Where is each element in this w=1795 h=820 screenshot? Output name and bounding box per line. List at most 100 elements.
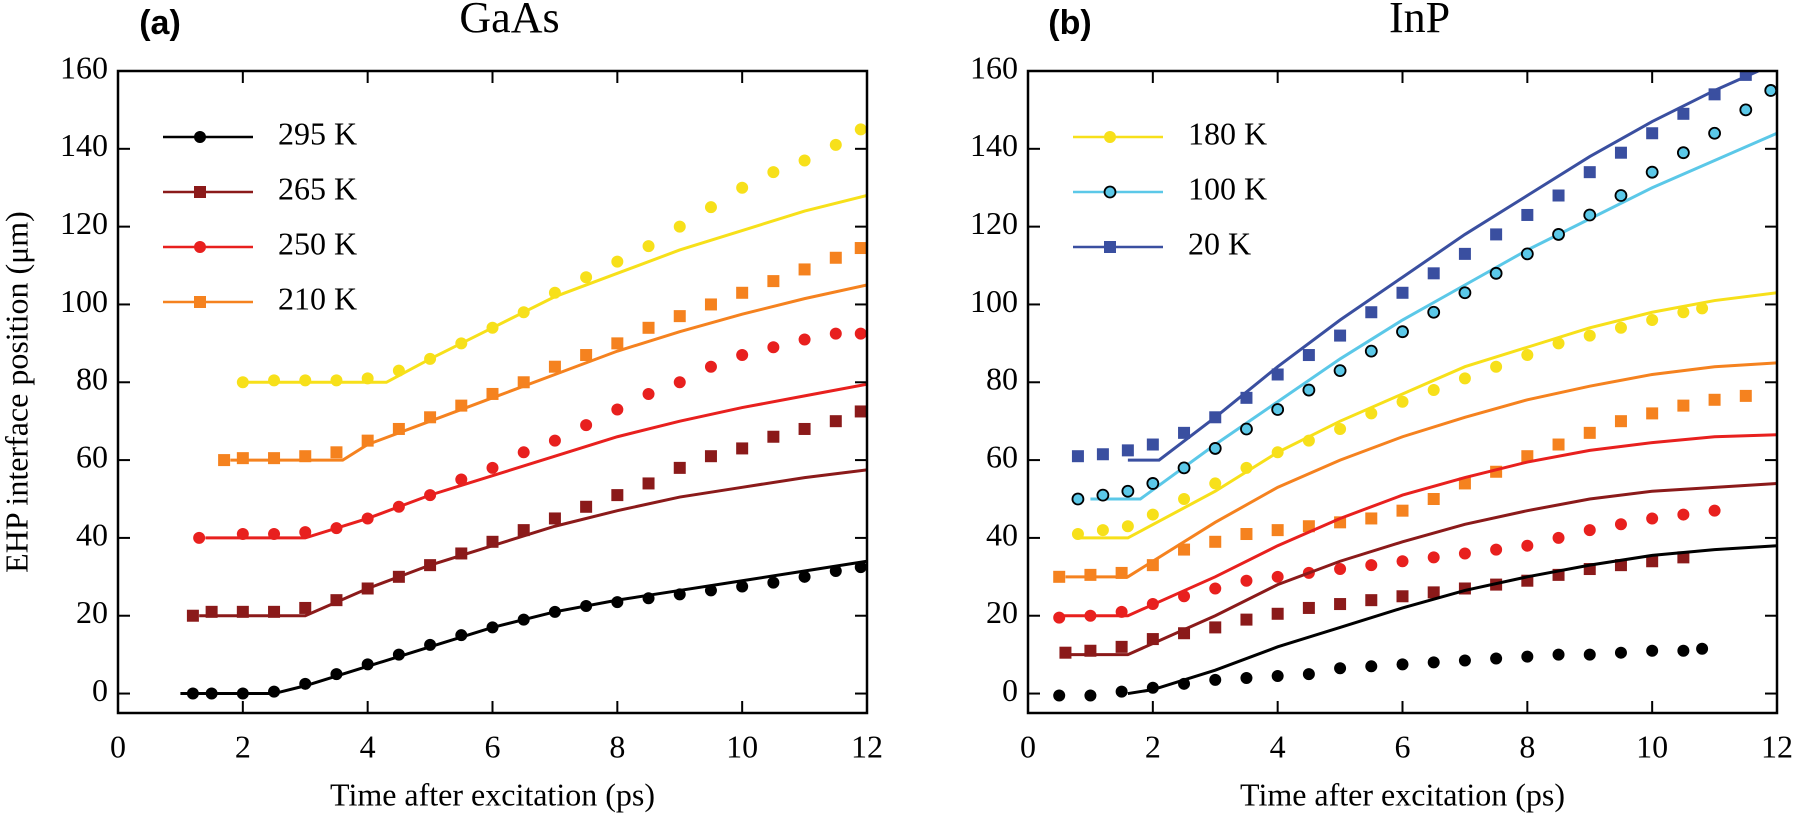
marker-circle [1071,492,1085,506]
marker-square [299,601,312,614]
marker-circle [736,580,749,593]
marker-circle [1427,305,1441,319]
marker-circle [642,240,655,253]
marker-circle [236,376,249,389]
marker-circle [1121,484,1135,498]
marker-square [1209,535,1222,548]
marker-square [486,535,499,548]
marker-circle [1178,493,1191,505]
marker-square [1115,640,1128,653]
marker-square [194,296,206,308]
marker-circle [1583,648,1596,661]
marker-circle [455,473,468,486]
marker-square [1521,574,1534,587]
marker-circle [1396,325,1409,339]
marker-circle [1364,344,1378,358]
marker-square [424,411,437,424]
marker-square [580,349,593,362]
marker-square [330,446,343,459]
y-axis-label: EHP interface position (μm) [0,211,34,573]
marker-circle [1240,422,1253,436]
marker-circle [829,564,842,577]
fit-line [230,283,867,462]
marker-square [767,430,780,443]
marker-circle [611,255,624,268]
marker-square [642,321,655,334]
marker-circle [1096,524,1109,537]
marker-square [1646,407,1659,420]
marker-circle [1084,689,1097,702]
marker-circle [1209,673,1222,686]
marker-square [1121,444,1134,457]
marker-circle [1053,611,1066,624]
marker-square [548,512,561,525]
marker-circle [798,154,811,167]
marker-circle [486,621,499,634]
marker-square [392,422,405,435]
marker-circle [1365,407,1378,420]
marker-circle [486,461,499,474]
marker-circle [299,677,312,690]
marker-circle [1208,442,1222,455]
marker-circle [1096,488,1110,502]
marker-square [1739,389,1752,402]
marker-circle [1115,685,1128,698]
fit-line [1077,291,1777,540]
marker-square [455,399,468,412]
marker-square [1427,267,1440,280]
marker-square [424,559,437,572]
marker-circle [1271,446,1284,459]
marker-circle [1334,422,1347,435]
fit-line [1065,361,1777,579]
legend-label: 265 K [278,170,357,206]
marker-square [704,450,717,463]
marker-square [268,605,281,618]
y-tick-label: 160 [970,49,1018,85]
chart-title: InP [1389,0,1450,42]
marker-circle [1396,395,1409,408]
marker-square [218,454,231,467]
marker-circle [299,374,312,387]
plot-area [180,123,867,700]
marker-square [392,570,405,583]
legend-label: 20 K [1188,225,1251,261]
marker-circle [1302,383,1316,397]
marker-circle [767,576,780,589]
marker-square [1178,543,1191,556]
y-tick-label: 140 [970,127,1018,163]
marker-circle [1053,689,1066,702]
marker-circle [1696,302,1709,315]
marker-circle [1458,286,1472,300]
marker-circle [1178,590,1191,603]
marker-circle [1490,360,1503,373]
marker-circle [392,500,405,513]
marker-circle [1121,520,1134,533]
marker-square [1614,415,1627,428]
marker-circle [580,271,593,284]
marker-square [1271,524,1284,537]
plot-frame [1026,69,1779,715]
x-tick-label: 4 [360,728,376,764]
marker-circle [1104,131,1116,143]
legend-label: 250 K [278,225,357,261]
marker-circle [829,138,842,151]
marker-circle [455,337,468,350]
marker-square [1178,426,1191,439]
y-tick-label: 100 [60,283,108,319]
panel-label: (a) [139,4,181,42]
x-tick-label: 4 [1270,728,1286,764]
marker-circle [1334,662,1347,675]
marker-circle [580,600,593,612]
marker-circle [1490,543,1503,556]
fit-line [180,559,867,696]
marker-circle [1146,681,1159,694]
marker-circle [854,561,867,574]
marker-square [673,461,686,474]
marker-circle [517,306,530,319]
marker-square [1146,633,1159,646]
x-tick-label: 2 [1145,728,1161,764]
fit-line [242,194,867,384]
marker-circle [1552,648,1565,661]
marker-circle [767,341,780,354]
marker-circle [1614,189,1628,202]
